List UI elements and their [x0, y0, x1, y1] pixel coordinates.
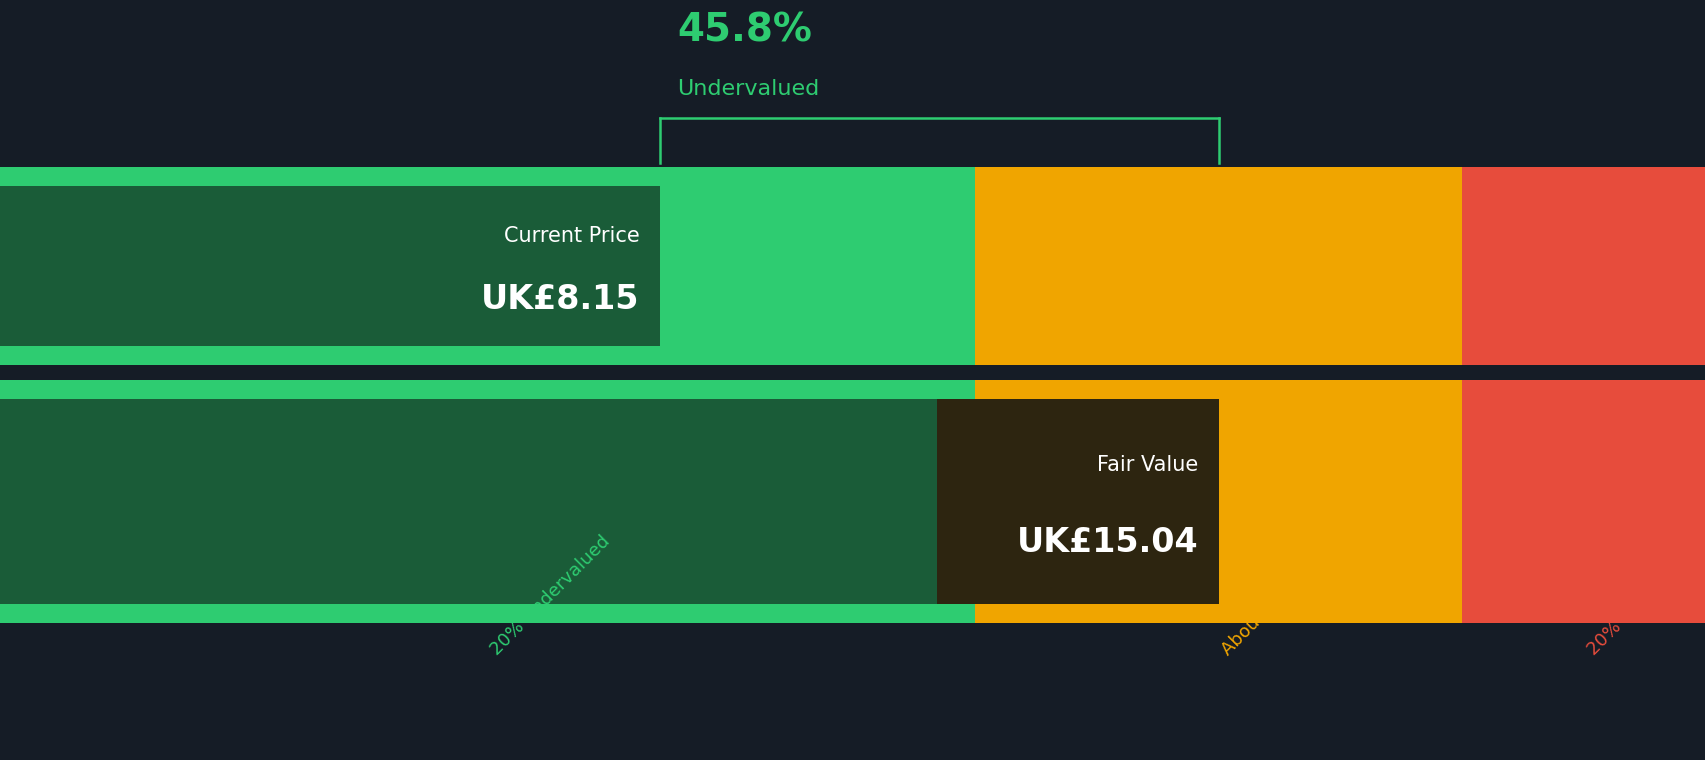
Text: UK£8.15: UK£8.15	[481, 283, 639, 316]
Bar	[936, 399, 1217, 604]
Bar	[974, 167, 1461, 365]
Text: Current Price: Current Price	[503, 226, 639, 246]
Bar	[0, 167, 974, 365]
Text: 20% Undervalued: 20% Undervalued	[488, 532, 614, 659]
Text: 45.8%: 45.8%	[677, 11, 812, 49]
Bar	[0, 399, 1217, 604]
Bar	[1461, 167, 1705, 365]
Text: 20% Overvalued: 20% Overvalued	[1584, 540, 1702, 659]
Text: About Right: About Right	[1217, 571, 1306, 659]
Bar	[0, 380, 974, 623]
Text: UK£15.04: UK£15.04	[1016, 527, 1197, 559]
Text: Fair Value: Fair Value	[1096, 455, 1197, 475]
Bar	[0, 186, 660, 346]
Bar	[1461, 380, 1705, 623]
Bar	[974, 380, 1461, 623]
Text: Undervalued: Undervalued	[677, 79, 818, 99]
